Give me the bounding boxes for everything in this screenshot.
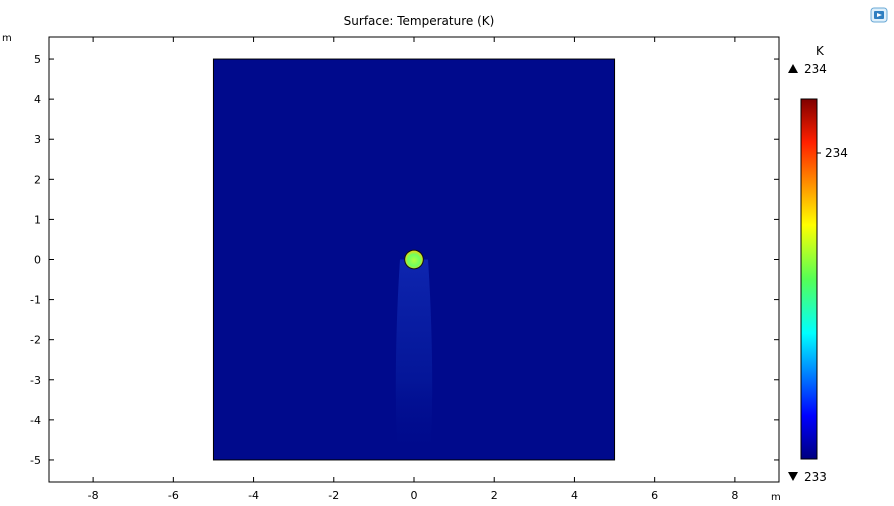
- y-tick-label: -2: [30, 334, 41, 347]
- image-export-icon-glyph: [870, 7, 888, 23]
- obstacle-circle: [405, 250, 423, 269]
- y-axis-unit: m: [2, 33, 12, 44]
- x-tick-label: -4: [248, 489, 259, 502]
- y-tick-label: 5: [34, 53, 41, 66]
- colorbar-max-label: 234: [804, 62, 827, 76]
- temperature-field: [212, 58, 616, 461]
- y-tick-label: -1: [30, 294, 41, 307]
- x-tick-label: 4: [571, 489, 578, 502]
- colorbar-tick-label: 234: [825, 146, 848, 160]
- colorbar-unit: K: [816, 44, 825, 58]
- x-tick-label: 0: [411, 489, 418, 502]
- y-tick-label: 3: [34, 133, 41, 146]
- x-tick-label: -8: [88, 489, 99, 502]
- chart-title: Surface: Temperature (K): [344, 14, 495, 28]
- y-tick-label: -5: [30, 454, 41, 467]
- max-triangle-icon: [788, 64, 798, 73]
- y-tick-label: 0: [34, 254, 41, 267]
- x-tick-label: 8: [731, 489, 738, 502]
- y-tick-label: -3: [30, 374, 41, 387]
- x-tick-label: -2: [328, 489, 339, 502]
- axis-ticks: -8 -6 -4 -2 0 2 4 6 8 5 4 3 2 1 0 -1 -2 -3 -4 -5: [30, 37, 779, 502]
- x-tick-label: -6: [168, 489, 179, 502]
- x-axis-unit: m: [771, 492, 781, 503]
- y-tick-label: 4: [34, 93, 41, 106]
- y-tick-label: 1: [34, 213, 41, 226]
- min-triangle-icon: [788, 472, 798, 481]
- colorbar-min-label: 233: [804, 470, 827, 484]
- x-tick-label: 2: [491, 489, 498, 502]
- wake-plume: [395, 259, 433, 460]
- image-export-icon[interactable]: [870, 7, 888, 23]
- colorbar: [800, 98, 818, 460]
- y-tick-label: -4: [30, 414, 41, 427]
- y-tick-label: 2: [34, 173, 41, 186]
- x-tick-label: 6: [651, 489, 658, 502]
